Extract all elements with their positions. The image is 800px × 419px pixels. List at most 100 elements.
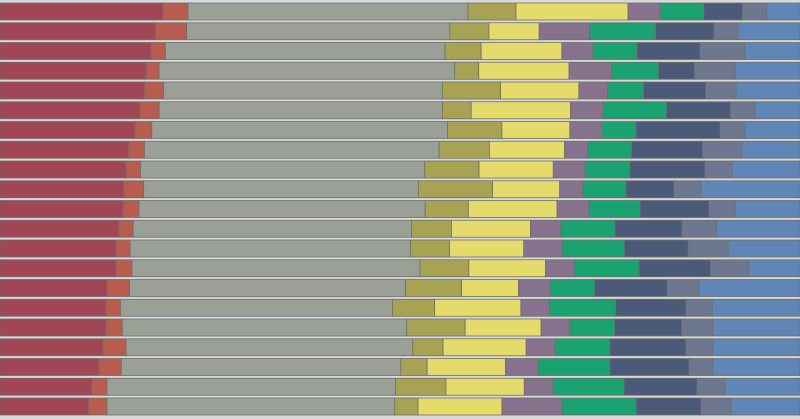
bar-segment xyxy=(589,22,657,41)
bar-segment xyxy=(687,239,729,258)
bar-segment xyxy=(0,298,107,317)
bar-segment xyxy=(123,180,145,199)
bar-segment xyxy=(570,101,604,120)
bar-segment xyxy=(0,377,93,396)
bar-segment xyxy=(523,377,554,396)
bar-segment xyxy=(688,358,714,376)
bar-segment xyxy=(0,279,108,297)
bar-segment xyxy=(128,140,145,159)
bar-segment xyxy=(552,377,625,396)
bar-segment xyxy=(625,180,675,199)
bar-segment xyxy=(710,259,750,278)
bar-segment xyxy=(699,42,746,60)
bar-segment xyxy=(582,180,627,199)
bar-segment xyxy=(449,239,525,258)
bar-segment xyxy=(451,219,531,238)
bar-segment xyxy=(447,121,503,139)
bar-segment xyxy=(120,298,393,317)
bar-segment xyxy=(711,298,800,317)
bar-segment xyxy=(681,219,717,238)
bar-segment xyxy=(719,121,746,139)
bar-row xyxy=(0,298,800,317)
bar-segment xyxy=(406,318,466,337)
bar-row xyxy=(0,81,800,100)
bar-segment xyxy=(155,22,188,41)
bar-segment xyxy=(158,61,456,80)
bar-segment xyxy=(588,200,641,218)
bar-segment xyxy=(737,22,800,41)
bar-segment xyxy=(0,180,125,199)
bar-segment xyxy=(708,200,736,218)
bar-segment xyxy=(0,358,100,376)
bar-segment xyxy=(574,259,640,278)
bar-segment xyxy=(698,279,800,297)
bar-row xyxy=(0,61,800,80)
bar-segment xyxy=(151,121,448,139)
bar-segment xyxy=(105,298,121,317)
bar-segment xyxy=(0,160,127,179)
bar-segment xyxy=(395,377,447,396)
bar-segment xyxy=(609,338,687,357)
bar-segment xyxy=(631,140,703,159)
bar-segment xyxy=(549,298,617,317)
bar-segment xyxy=(712,318,800,337)
bar-segment xyxy=(98,358,122,376)
bar-segment xyxy=(568,61,612,80)
bar-segment xyxy=(639,200,710,218)
bar-segment xyxy=(444,42,482,60)
bar-segment xyxy=(552,160,586,179)
bar-segment xyxy=(88,397,108,416)
bar-segment xyxy=(144,81,165,100)
bar-segment xyxy=(449,22,490,41)
bar-segment xyxy=(594,279,668,297)
bar-segment xyxy=(623,377,698,396)
bar-segment xyxy=(131,259,421,278)
bar-segment xyxy=(186,22,451,41)
bar-segment xyxy=(115,239,131,258)
bar-segment xyxy=(638,259,711,278)
bar-segment xyxy=(478,160,554,179)
bar-segment xyxy=(742,2,767,21)
bar-segment xyxy=(703,2,743,21)
bar-segment xyxy=(129,239,411,258)
bar-segment xyxy=(121,318,408,337)
bar-segment xyxy=(454,61,480,80)
bar-segment xyxy=(467,2,517,21)
bar-segment xyxy=(132,219,412,238)
bar-segment xyxy=(530,219,562,238)
bar-segment xyxy=(635,397,702,416)
bar-row xyxy=(0,219,800,238)
bar-segment xyxy=(537,358,611,376)
bar-segment xyxy=(561,397,637,416)
bar-segment xyxy=(468,259,546,278)
bar-segment xyxy=(488,22,540,41)
bar-segment xyxy=(0,22,156,41)
bar-segment xyxy=(705,81,737,100)
bar-segment xyxy=(704,160,733,179)
bar-segment xyxy=(587,140,632,159)
bar-segment xyxy=(138,200,426,218)
bar-segment xyxy=(441,81,502,100)
bar-segment xyxy=(560,219,616,238)
bar-segment xyxy=(556,200,590,218)
bar-segment xyxy=(0,2,164,21)
bar-segment xyxy=(735,81,800,100)
bar-segment xyxy=(461,279,519,297)
bar-segment xyxy=(564,140,589,159)
bar-segment xyxy=(602,101,667,120)
bar-row xyxy=(0,22,800,41)
bar-segment xyxy=(115,259,133,278)
bar-segment xyxy=(545,259,575,278)
bar-row xyxy=(0,377,800,396)
bar-segment xyxy=(518,279,551,297)
bar-segment xyxy=(129,279,407,297)
bar-row xyxy=(0,200,800,218)
bar-segment xyxy=(614,318,683,337)
bar-row xyxy=(0,160,800,179)
bar-segment xyxy=(417,397,503,416)
bar-segment xyxy=(139,101,160,120)
bar-segment xyxy=(0,200,124,218)
bar-segment xyxy=(140,160,426,179)
bar-row xyxy=(0,397,800,416)
bar-segment xyxy=(696,377,726,396)
